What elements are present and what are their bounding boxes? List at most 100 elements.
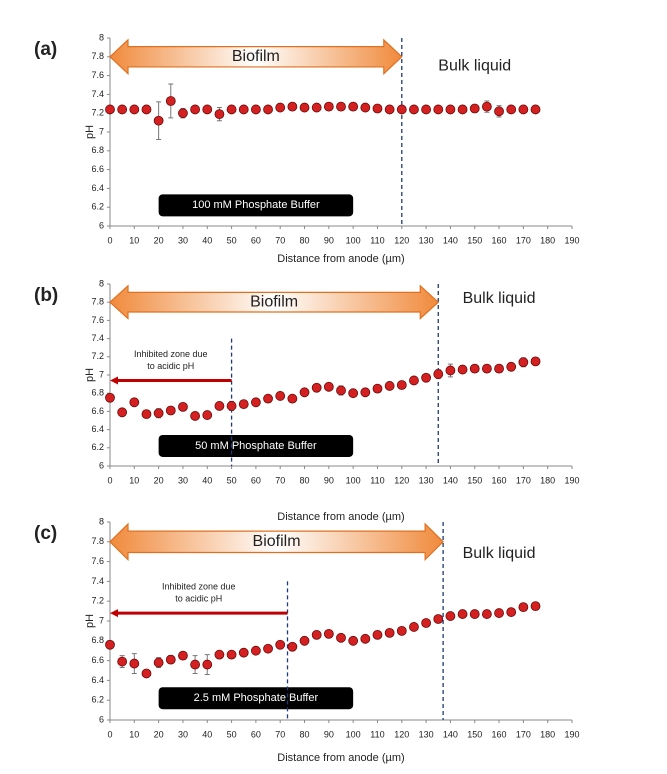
data-point [469,103,480,114]
x-tick-label: 70 [275,475,285,485]
x-tick-label: 130 [419,235,434,245]
data-point [214,649,225,660]
data-point [348,635,359,646]
data-point [238,104,249,115]
data-point [287,101,298,112]
x-tick-label: 190 [564,729,579,739]
y-tick-label: 6.6 [91,164,104,174]
x-tick-label: 140 [443,235,458,245]
y-tick-label: 6.2 [91,202,104,212]
y-tick-label: 6.4 [91,183,104,193]
x-tick-label: 60 [251,475,261,485]
x-tick-label: 100 [346,729,361,739]
data-point [153,657,164,668]
x-axis-label: Distance from anode (µm) [277,511,404,523]
x-tick-label: 180 [540,235,555,245]
data-point [250,104,261,115]
x-axis-label: Distance from anode (µm) [277,253,404,265]
data-point [409,375,419,386]
y-tick-label: 7 [99,369,104,379]
data-point [263,393,273,404]
data-point [481,363,492,374]
bulk-liquid-label: Bulk liquid [463,545,536,562]
data-point [518,602,529,613]
data-point [153,408,164,419]
data-point [190,411,201,421]
data-point [457,104,468,115]
data-point [311,102,322,113]
data-point [165,654,176,665]
data-point [238,647,249,658]
data-point [263,643,273,654]
data-point [421,104,432,115]
x-tick-label: 20 [154,235,164,245]
x-tick-label: 90 [324,235,334,245]
x-tick-label: 80 [300,729,310,739]
y-tick-label: 6 [99,714,104,724]
zone-label: Inhibited zone due [162,581,236,591]
data-point [396,380,407,390]
data-point [433,614,444,624]
buffer-label: 100 mM Phosphate Buffer [192,199,320,211]
x-tick-label: 0 [107,235,112,245]
x-tick-label: 160 [492,729,507,739]
data-point [117,104,128,115]
data-point [141,668,152,679]
data-point [336,385,346,396]
data-point [360,633,371,644]
x-tick-label: 50 [227,475,237,485]
x-tick-label: 180 [540,475,555,485]
data-point [506,607,517,617]
data-point [445,365,456,376]
x-tick-label: 20 [154,729,164,739]
y-tick-label: 7 [99,615,104,625]
x-tick-label: 70 [275,729,285,739]
x-tick-label: 190 [564,235,579,245]
data-point [275,391,286,401]
x-tick-label: 30 [178,235,188,245]
y-tick-label: 7.8 [91,51,104,61]
zone-label: Inhibited zone due [134,349,208,359]
x-tick-label: 0 [107,729,112,739]
data-point [214,109,225,120]
data-point [469,363,480,374]
y-tick-label: 7.6 [91,556,104,566]
data-point [105,104,115,115]
x-tick-label: 150 [467,475,482,485]
data-point [153,115,164,126]
x-tick-label: 170 [516,729,531,739]
data-point [141,409,152,420]
y-tick-label: 7.8 [91,536,104,546]
data-point [323,381,334,392]
y-tick-label: 7.8 [91,297,104,307]
y-tick-label: 7.2 [91,108,104,118]
data-point [409,622,419,632]
buffer-label: 2.5 mM Phosphate Buffer [194,692,319,704]
y-axis-label: pH [84,368,96,382]
x-tick-label: 180 [540,729,555,739]
data-point [202,659,213,670]
x-tick-label: 120 [394,475,409,485]
y-tick-label: 6.4 [91,675,104,685]
data-point [178,108,188,119]
y-tick-label: 6.4 [91,424,104,434]
data-point [518,357,529,368]
data-point [506,361,517,372]
data-point [494,608,504,618]
data-point [323,628,334,639]
x-axis-label: Distance from anode (µm) [277,752,404,764]
data-point [481,609,492,619]
data-point [372,629,383,640]
x-tick-label: 100 [346,475,361,485]
data-point [348,388,359,399]
x-tick-label: 130 [419,729,434,739]
biofilm-arrow [109,522,444,562]
x-tick-label: 170 [516,235,531,245]
data-point [396,104,407,115]
data-point [336,632,346,643]
data-point [421,618,432,628]
data-point [202,410,213,420]
data-point [250,645,261,656]
x-tick-label: 80 [300,235,310,245]
